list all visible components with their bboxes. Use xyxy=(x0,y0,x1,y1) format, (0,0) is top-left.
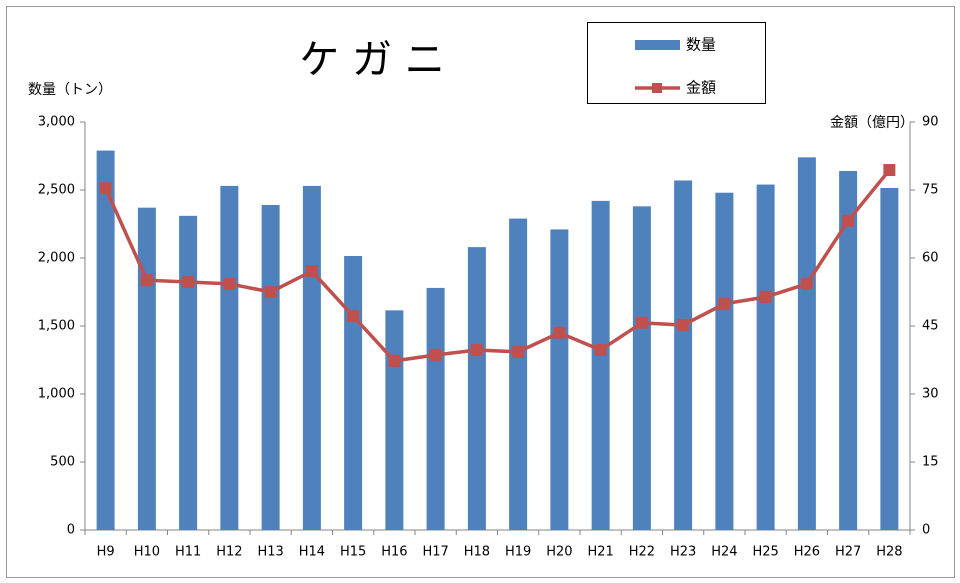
line-marker xyxy=(718,297,731,310)
bar xyxy=(839,170,858,530)
y2-tick-label: 15 xyxy=(922,455,939,470)
y2-tick-label: 60 xyxy=(922,251,939,266)
y-tick-label: 1,000 xyxy=(38,387,75,402)
line-marker xyxy=(140,274,153,287)
line-marker xyxy=(635,316,648,329)
bar xyxy=(550,229,569,530)
x-tick-label: H24 xyxy=(711,545,737,560)
line-marker xyxy=(553,326,566,339)
legend-label: 金額 xyxy=(686,79,716,97)
x-tick-label: H28 xyxy=(876,545,902,560)
y2-tick-label: 75 xyxy=(922,183,939,198)
bar xyxy=(344,255,363,530)
line-marker xyxy=(223,277,236,290)
line-marker xyxy=(677,319,690,332)
x-tick-label: H26 xyxy=(794,545,820,560)
x-tick-label: H16 xyxy=(381,545,407,560)
x-tick-label: H23 xyxy=(670,545,696,560)
y-tick-label: 1,500 xyxy=(38,319,75,334)
line-marker xyxy=(429,349,442,362)
bar xyxy=(715,192,734,530)
x-tick-label: H19 xyxy=(505,545,531,560)
y2-tick-label: 30 xyxy=(922,387,939,402)
line-marker xyxy=(470,344,483,357)
x-tick-label: H18 xyxy=(464,545,490,560)
line-marker xyxy=(99,182,112,195)
bar xyxy=(220,185,239,531)
x-tick-label: H13 xyxy=(257,545,283,560)
bar xyxy=(509,218,528,530)
bar xyxy=(467,247,486,530)
bar xyxy=(880,187,899,530)
y-tick-label: 2,500 xyxy=(38,183,75,198)
y2-axis-title: 金額（億円） xyxy=(830,115,914,131)
legend-label: 数量 xyxy=(686,36,716,54)
y2-tick-label: 0 xyxy=(922,523,930,538)
line xyxy=(104,168,891,363)
x-tick-label: H25 xyxy=(752,545,778,560)
line-marker xyxy=(883,164,896,177)
x-tick-label: H21 xyxy=(587,545,613,560)
bar xyxy=(261,204,280,530)
x-tick-label: H22 xyxy=(629,545,655,560)
line-marker xyxy=(512,345,525,358)
x-tick-label: H9 xyxy=(97,545,115,560)
y-tick-label: 500 xyxy=(50,455,75,470)
bar xyxy=(96,150,115,530)
line-marker xyxy=(388,354,401,367)
x-tick-label: H12 xyxy=(216,545,242,560)
line-marker xyxy=(800,277,813,290)
chart-title: ケ ガ ニ xyxy=(299,37,444,83)
line-marker xyxy=(759,290,772,303)
legend-box xyxy=(587,22,766,104)
x-tick-label: H20 xyxy=(546,545,572,560)
line-marker xyxy=(305,265,318,278)
line-marker xyxy=(594,344,607,357)
legend-swatch xyxy=(652,83,662,93)
x-tick-label: H14 xyxy=(299,545,325,560)
y-axis-title: 数量（トン） xyxy=(28,82,112,98)
y-tick-label: 0 xyxy=(67,523,75,538)
bar xyxy=(137,207,156,530)
x-tick-label: H27 xyxy=(835,545,861,560)
y2-tick-label: 90 xyxy=(922,115,939,130)
bar xyxy=(756,184,775,530)
bar xyxy=(591,200,610,530)
line-marker xyxy=(264,286,277,298)
x-tick-label: H17 xyxy=(422,545,448,560)
bar xyxy=(426,287,445,530)
bar xyxy=(302,185,321,531)
legend-swatch xyxy=(635,40,680,50)
y2-tick-label: 45 xyxy=(922,319,939,334)
y-tick-label: 3,000 xyxy=(38,115,75,130)
bar xyxy=(797,157,816,531)
line-marker xyxy=(347,310,360,323)
x-tick-label: H11 xyxy=(175,545,201,560)
bar xyxy=(674,180,693,531)
line-marker xyxy=(182,276,195,289)
bar xyxy=(632,206,651,530)
y-tick-label: 2,000 xyxy=(38,251,75,266)
bar xyxy=(179,215,198,530)
x-tick-label: H10 xyxy=(134,545,160,560)
bar xyxy=(385,310,404,530)
line-marker xyxy=(842,214,855,227)
x-tick-label: H15 xyxy=(340,545,366,560)
